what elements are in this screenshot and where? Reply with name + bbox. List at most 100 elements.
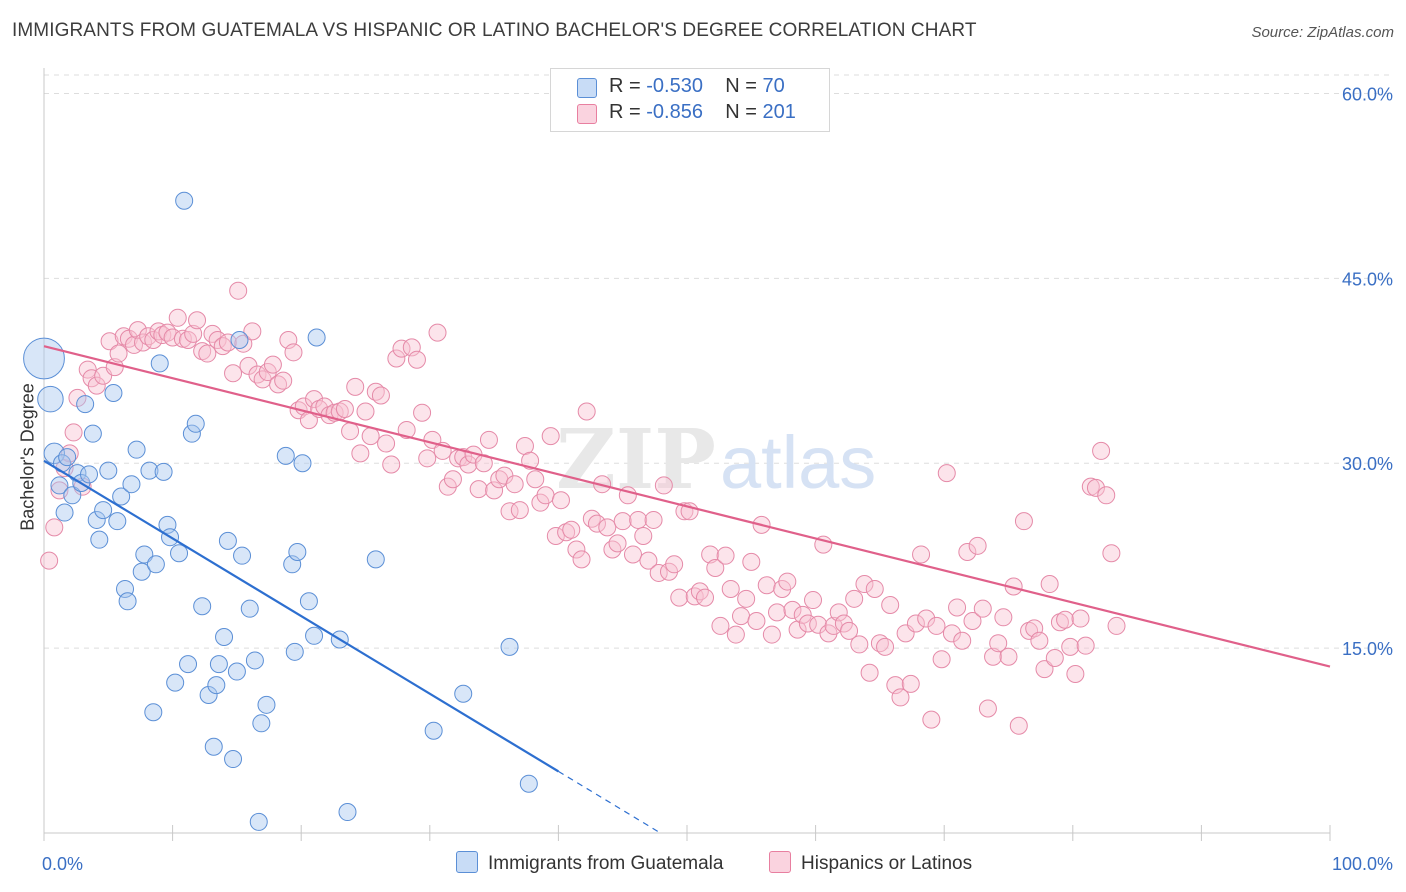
hispanics-data-point [737,589,756,608]
guatemala-data-point [87,510,106,529]
guatemala-data-point [293,454,312,473]
hispanics-data-point [747,612,766,631]
guatemala-data-point [218,531,237,550]
hispanics-data-point [109,344,128,363]
hispanics-data-point [711,616,730,635]
legend-r-value: -0.530 [646,75,703,97]
hispanics-data-point [139,327,158,346]
hispanics-data-point [582,509,601,528]
y-tick-label: 60.0% [1342,84,1393,104]
x-tick-label-min: 0.0% [42,854,83,874]
guatemala-data-point [122,475,141,494]
hispanics-data-point [1030,631,1049,650]
hispanics-data-point [557,523,576,542]
hispanics-data-point [881,595,900,614]
guatemala-data-point [186,414,205,433]
hispanics-data-point [213,337,232,356]
guatemala-data-point [50,476,69,495]
hispanics-data-point [546,526,565,545]
hispanics-data-point [397,420,416,439]
hispanics-data-point [87,376,106,395]
guatemala-data-point [257,695,276,714]
guatemala-data-point [127,440,146,459]
tick-labels: 15.0% 30.0% 45.0% 60.0% 0.0% 100.0% [42,84,1393,874]
hispanics-data-point [1045,648,1064,667]
hispanics-data-point [778,572,797,591]
guatemala-data-point [175,191,194,210]
hispanics-data-point [937,464,956,483]
hispanics-data-point [366,382,385,401]
guatemala-data-point [240,599,259,618]
guatemala-data-point [209,655,228,674]
hispanics-data-point [1086,478,1105,497]
hispanics-data-point [917,609,936,628]
guatemala-data-point [104,383,123,402]
guatemala-data-point [182,424,201,443]
hispanics-data-point [184,324,203,343]
guatemala-data-point [150,354,169,373]
hispanics-data-point [587,514,606,533]
guatemala-data-point [285,642,304,661]
guatemala-data-point [80,465,99,484]
guatemala-data-point [227,662,246,681]
hispanics-data-point [670,588,689,607]
bottom-legend-guatemala: Immigrants from Guatemala [456,851,723,875]
y-axis-title: Bachelor's Degree [17,383,38,531]
hispanics-data-point [144,330,163,349]
hispanics-data-point [870,634,889,653]
guatemala-data-point [366,550,385,569]
guatemala-data-point [249,812,268,831]
hispanics-data-point [860,663,879,682]
hispanics-data-point [850,635,869,654]
y-tick-label: 30.0% [1342,454,1393,474]
guatemala-data-point [58,448,77,467]
hispanics-data-point [953,631,972,650]
hispanics-data-point [644,510,663,529]
hispanics-data-point [1056,610,1075,629]
guatemala-data-point [99,461,118,480]
hispanics-data-point [768,603,787,622]
guatemala-data-point [55,503,74,522]
legend-r-label: R = [609,101,647,123]
hispanics-data-point [726,625,745,644]
correlation-legend: R = -0.530 N = 70 R = -0.856 N = 201 [550,68,830,132]
hispanics-data-point [973,599,992,618]
hispanics-data-point [994,608,1013,627]
hispanics-data-point [567,540,586,559]
hispanics-data-point [188,311,207,330]
hispanics-data-point [382,455,401,474]
series-hispanics-points [40,281,1126,735]
hispanics-data-point [218,333,237,352]
guatemala-data-point [233,546,252,565]
hispanics-data-point [335,400,354,419]
hispanics-data-point [968,536,987,555]
hispanics-data-point [855,575,874,594]
watermark: ZIP atlas [556,412,876,508]
guatemala-data-point [83,424,102,443]
hispanics-data-point [356,402,375,421]
source-label: Source: ZipAtlas.com [1251,24,1394,41]
guatemala-data-point [245,651,264,670]
hispanics-data-point [906,614,925,633]
hispanics-data-point [248,365,267,384]
hispanics-data-point [40,551,59,570]
hispanics-data-point [984,647,1003,666]
hispanics-data-point [229,281,248,300]
legend-swatch-pink [577,104,597,124]
guatemala-data-point [166,673,185,692]
hispanics-data-point [829,603,848,622]
guatemala-data-point [307,328,326,347]
hispanics-data-point [608,534,627,553]
guatemala-data-point [43,442,65,465]
hispanics-data-point [654,476,673,495]
series-guatemala-points [23,191,538,831]
hispanics-data-point [351,444,370,463]
hispanics-data-point [551,491,570,510]
hispanics-data-point [469,480,488,499]
hispanics-data-point [562,520,581,539]
hispanics-data-point [243,322,262,341]
bottom-legend-label: Hispanics or Latinos [801,853,973,874]
hispanics-data-point [1076,636,1095,655]
bottom-legend-label: Immigrants from Guatemala [488,853,724,874]
